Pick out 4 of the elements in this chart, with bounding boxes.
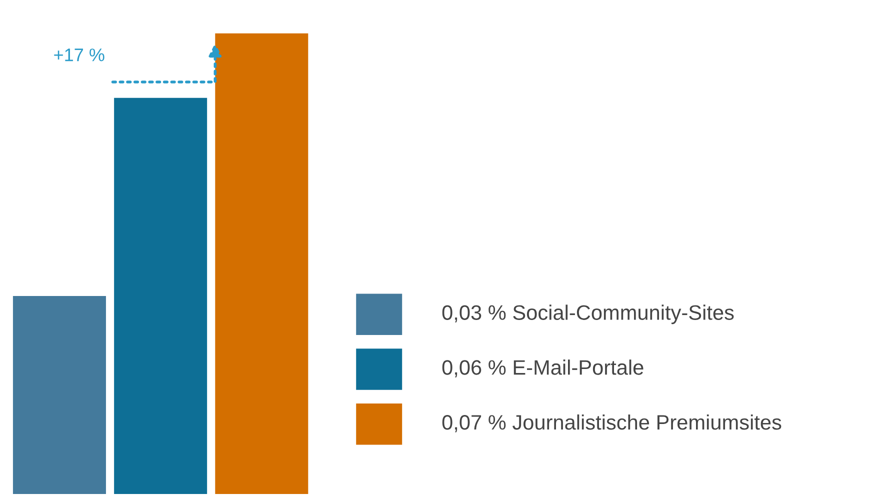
- annotation: +17 %: [54, 48, 104, 62]
- text: 0,03 % Social-Community-Sites: [442, 304, 734, 324]
- text: 0,07 % Journalistische Premiumsites: [442, 414, 782, 432]
- text: 0,06 % E-Mail-Portale: [442, 360, 644, 378]
